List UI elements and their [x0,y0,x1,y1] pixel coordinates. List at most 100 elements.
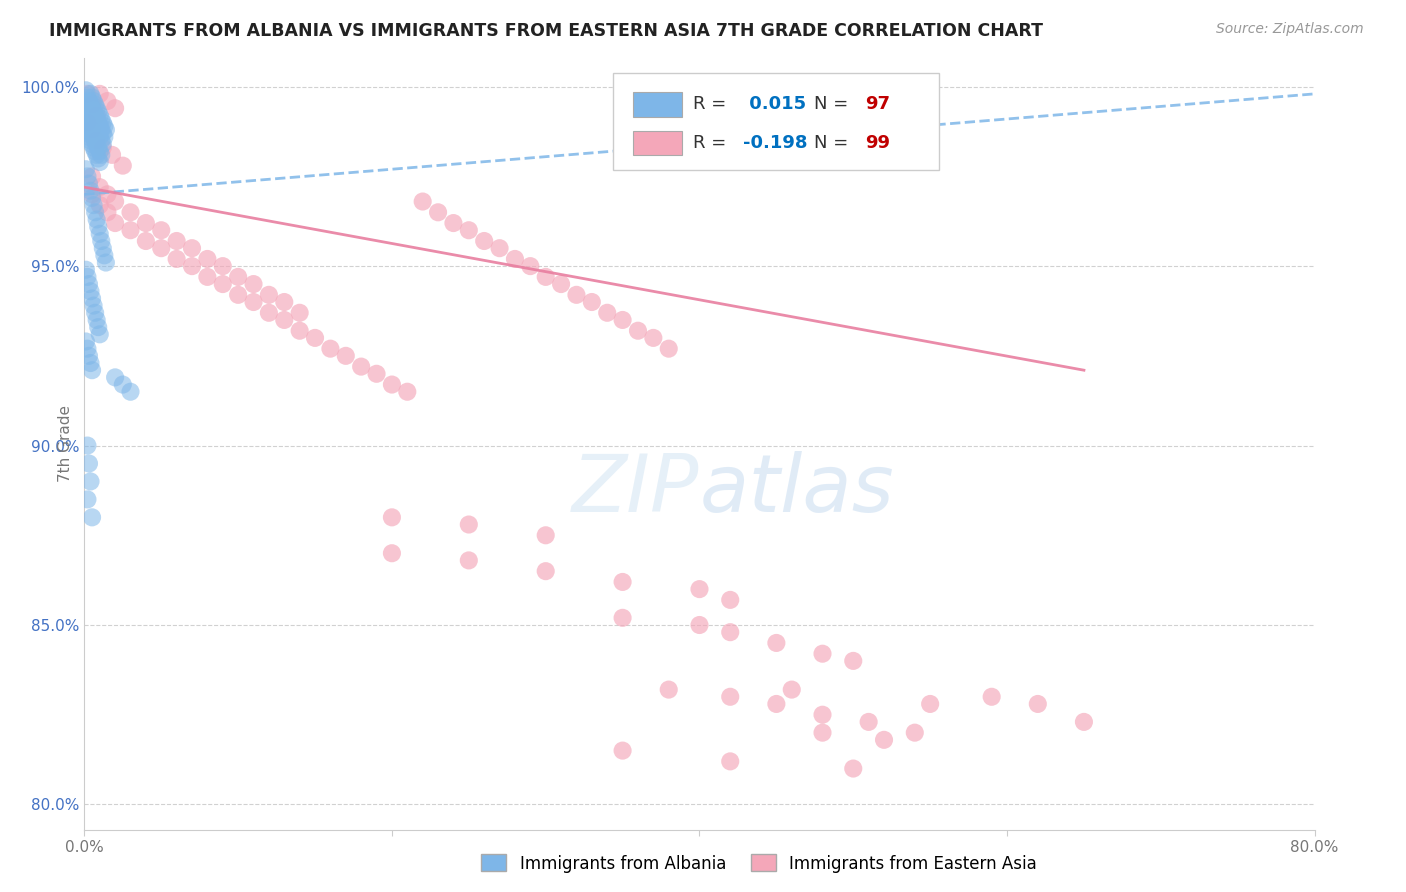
Point [79,184,101,198]
Point [75,97,97,112]
Point [80,101,103,115]
Point [718,593,741,607]
Point [75,119,97,133]
Point [90,134,112,148]
Point [77,457,100,471]
Point [84,205,107,219]
Point [76,101,98,115]
Point [1073,714,1095,729]
Point [86,134,108,148]
FancyBboxPatch shape [613,73,939,169]
Point [335,349,357,363]
Point [612,313,634,327]
Point [75,334,97,349]
Point [89,145,111,159]
Point [79,134,101,148]
Point [84,145,107,159]
Point [381,546,404,560]
Point [120,384,142,399]
Point [84,108,107,122]
Point [93,130,115,145]
Point [76,169,98,184]
Point [75,162,97,177]
Text: Source: ZipAtlas.com: Source: ZipAtlas.com [1216,22,1364,37]
Point [79,285,101,299]
Point [288,306,311,320]
Text: -0.198: -0.198 [742,134,807,152]
Point [396,384,419,399]
Point [689,582,711,596]
Point [765,636,787,650]
Point [83,299,105,313]
Point [86,148,108,162]
Point [87,152,110,166]
Point [76,342,98,356]
Point [86,137,108,152]
Point [412,194,434,209]
Point [75,122,97,136]
Point [80,126,103,140]
Point [472,234,495,248]
Point [89,198,111,212]
Point [858,714,880,729]
Legend: Immigrants from Albania, Immigrants from Eastern Asia: Immigrants from Albania, Immigrants from… [475,847,1043,880]
Point [381,377,404,392]
Point [76,115,98,129]
Point [534,564,557,578]
Point [91,141,114,155]
Point [920,697,942,711]
Point [83,115,105,129]
Point [94,255,117,269]
Point [658,682,681,697]
Text: 0.015: 0.015 [742,95,806,113]
Text: R =: R = [693,95,733,113]
Point [79,475,101,489]
Point [80,97,103,112]
Point [873,732,896,747]
Point [80,510,103,524]
Point [86,108,108,122]
Point [226,269,249,284]
Point [197,252,219,266]
Point [811,707,834,722]
Point [83,141,105,155]
Point [80,363,103,377]
Point [457,553,479,567]
Point [87,219,110,234]
Text: ZIP: ZIP [572,451,700,529]
Y-axis label: 7th Grade: 7th Grade [58,405,73,483]
Point [80,137,103,152]
Point [612,611,634,625]
Point [181,241,204,255]
Point [443,216,465,230]
Point [96,94,118,108]
Point [75,108,97,122]
Point [79,356,101,370]
Point [80,169,103,184]
Point [91,241,114,255]
Point [77,177,100,191]
Point [89,327,111,342]
Point [84,97,107,112]
Point [181,259,204,273]
Point [87,126,110,140]
Point [304,331,326,345]
Point [197,269,219,284]
Point [79,97,101,112]
Point [457,517,479,532]
Point [91,126,114,140]
FancyBboxPatch shape [633,92,682,117]
Point [242,295,264,310]
Point [980,690,1002,704]
Point [77,94,100,108]
Point [718,690,741,704]
Point [612,574,634,589]
Point [86,112,108,126]
Point [80,122,103,136]
Point [80,112,103,126]
Point [104,101,127,115]
Point [76,439,98,453]
Point [242,277,264,291]
Point [612,743,634,757]
Point [79,87,101,101]
